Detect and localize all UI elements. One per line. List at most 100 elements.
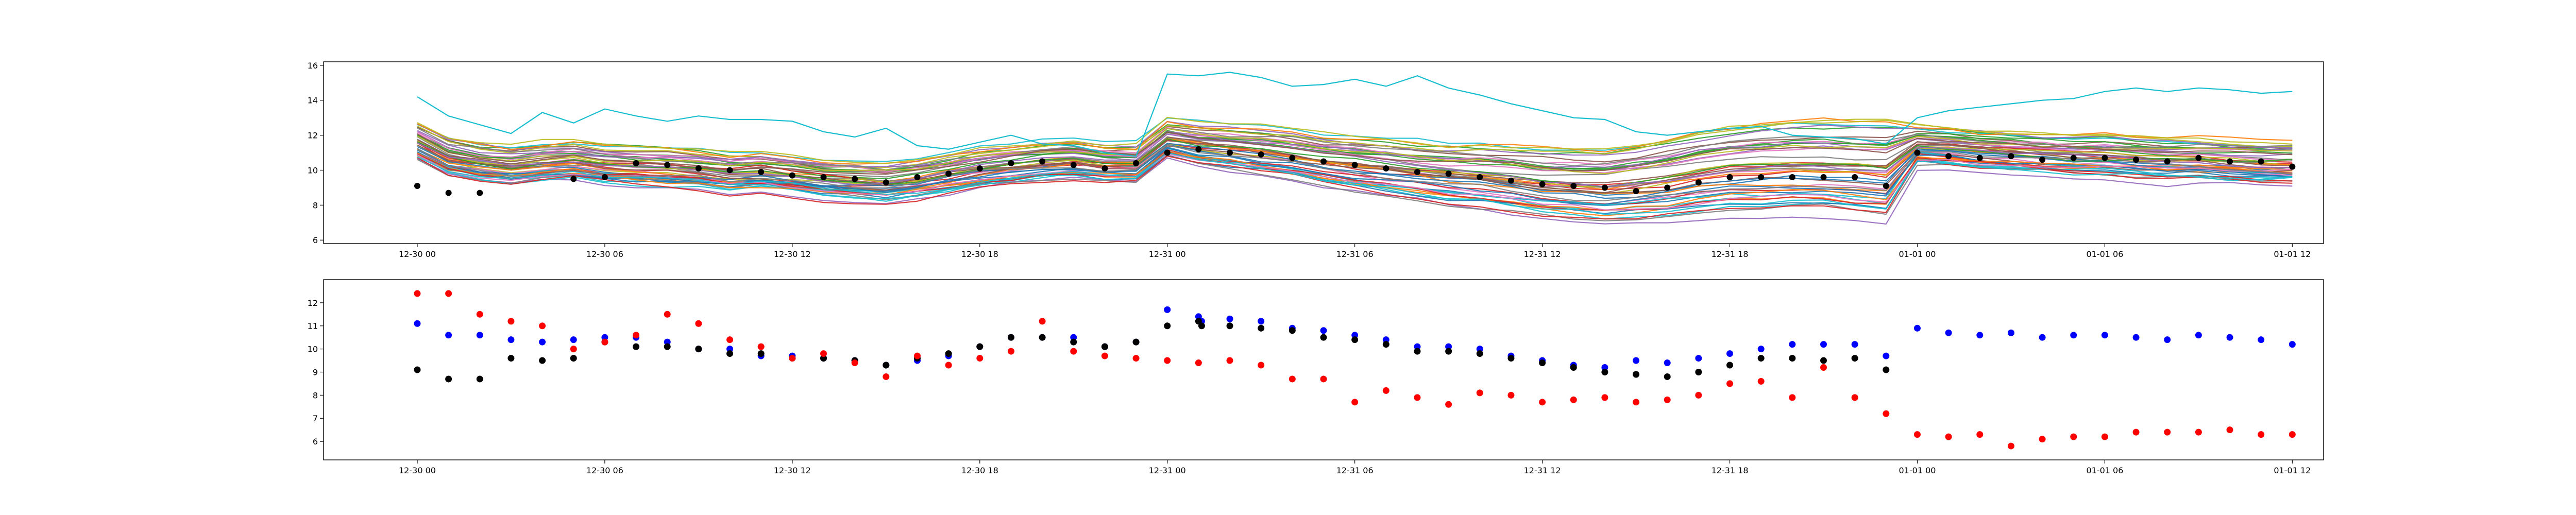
red-point bbox=[1289, 375, 1296, 383]
red-point bbox=[664, 311, 671, 318]
observation-point bbox=[2258, 158, 2264, 165]
blue-point bbox=[570, 336, 577, 344]
red-point bbox=[1633, 399, 1640, 406]
blue-point bbox=[1820, 341, 1827, 348]
observation-point bbox=[1976, 154, 1983, 161]
ensemble-member-line bbox=[417, 131, 2293, 174]
observation-point bbox=[2289, 163, 2296, 170]
blue-point bbox=[2070, 332, 2077, 339]
ensemble-lines bbox=[417, 72, 2293, 225]
black-point bbox=[726, 350, 734, 357]
observation-point bbox=[1477, 174, 1483, 181]
blue-point bbox=[664, 338, 671, 346]
red-point bbox=[1445, 401, 1452, 408]
blue-point bbox=[539, 338, 546, 346]
observation-point bbox=[976, 165, 983, 172]
red-point bbox=[1414, 394, 1421, 401]
observation-point bbox=[695, 165, 702, 172]
blue-point bbox=[1445, 343, 1452, 350]
black-point bbox=[570, 355, 577, 362]
blue-point bbox=[1913, 324, 1921, 332]
observation-point bbox=[445, 190, 452, 196]
ensemble-member-line-upper bbox=[417, 72, 2293, 157]
blue-point bbox=[1601, 364, 1608, 371]
observation-point bbox=[1695, 179, 1702, 186]
blue-point bbox=[1320, 327, 1327, 334]
observation-point bbox=[414, 182, 420, 189]
blue-point bbox=[1945, 329, 1952, 336]
black-point bbox=[1414, 348, 1421, 355]
blue-point bbox=[1757, 346, 1765, 353]
observation-point bbox=[1945, 153, 1952, 160]
observation-point bbox=[1351, 162, 1358, 168]
black-point bbox=[1445, 348, 1452, 355]
blue-point bbox=[2039, 334, 2046, 341]
black-point bbox=[1198, 322, 1205, 330]
bottom-x-tick-label: 12-30 18 bbox=[961, 466, 998, 475]
observation-point bbox=[601, 174, 608, 181]
red-point bbox=[2132, 428, 2140, 436]
observation-point bbox=[1852, 174, 1858, 181]
blue-point bbox=[1414, 343, 1421, 350]
observation-point bbox=[1383, 165, 1389, 172]
black-point bbox=[1695, 368, 1702, 375]
red-point bbox=[445, 290, 452, 297]
red-point bbox=[1382, 387, 1389, 394]
ensemble-member-line bbox=[417, 133, 2293, 187]
observation-point bbox=[2008, 153, 2014, 160]
blue-point bbox=[2101, 332, 2108, 339]
blue-point bbox=[1164, 306, 1171, 313]
observation-point bbox=[1227, 149, 1233, 156]
black-point bbox=[1289, 327, 1296, 334]
observation-point bbox=[1539, 181, 1546, 187]
observation-point bbox=[1289, 154, 1296, 161]
red-point bbox=[1726, 380, 1734, 387]
top-y-tick-label: 14 bbox=[308, 96, 318, 106]
blue-point bbox=[1070, 334, 1077, 341]
black-point bbox=[1757, 355, 1765, 362]
red-point bbox=[2070, 433, 2077, 440]
blue-point bbox=[476, 332, 483, 339]
top-y-tick-label: 16 bbox=[308, 61, 318, 71]
bottom-x-tick-label: 01-01 12 bbox=[2274, 466, 2311, 475]
bottom-x-tick-label: 12-30 00 bbox=[399, 466, 436, 475]
top-x-tick-label: 12-30 06 bbox=[586, 249, 623, 259]
top-y-tick-label: 6 bbox=[313, 235, 318, 245]
red-point bbox=[601, 338, 608, 346]
black-point bbox=[1570, 364, 1577, 371]
ensemble-member-line bbox=[417, 116, 2293, 164]
observation-point bbox=[1195, 146, 1202, 152]
red-point bbox=[2289, 431, 2296, 438]
blue-point bbox=[2164, 336, 2171, 344]
observation-point bbox=[1414, 168, 1420, 175]
blue-point bbox=[2289, 341, 2296, 348]
red-point bbox=[695, 320, 702, 327]
blue-point bbox=[1351, 332, 1359, 339]
red-point bbox=[633, 332, 640, 339]
black-point bbox=[1476, 350, 1483, 357]
red-point bbox=[1789, 394, 1796, 401]
observation-point bbox=[1726, 174, 1733, 181]
red-point bbox=[1695, 391, 1702, 399]
black-point bbox=[1851, 355, 1858, 362]
red-point bbox=[1664, 396, 1671, 403]
red-point bbox=[507, 318, 515, 325]
black-point bbox=[1726, 362, 1734, 369]
ensemble-member-line bbox=[417, 117, 2293, 165]
top-x-tick-label: 12-31 00 bbox=[1149, 249, 1186, 259]
red-point bbox=[2226, 426, 2233, 434]
blue-point bbox=[1726, 350, 1734, 357]
bottom-y-tick-label: 6 bbox=[313, 437, 318, 447]
bottom-y-tick-label: 9 bbox=[313, 367, 318, 377]
bottom-y-tick-label: 8 bbox=[313, 390, 318, 400]
blue-point bbox=[1664, 359, 1671, 367]
observation-point bbox=[1914, 149, 1921, 156]
top-x-tick-label: 01-01 00 bbox=[1899, 249, 1936, 259]
blue-point bbox=[414, 320, 421, 327]
blue-point bbox=[1851, 341, 1858, 348]
observation-point bbox=[1570, 182, 1577, 189]
black-point bbox=[1539, 359, 1546, 367]
ensemble-member-line bbox=[417, 153, 2293, 211]
top-y-tick-label: 8 bbox=[313, 200, 318, 210]
blue-point bbox=[2258, 336, 2265, 344]
